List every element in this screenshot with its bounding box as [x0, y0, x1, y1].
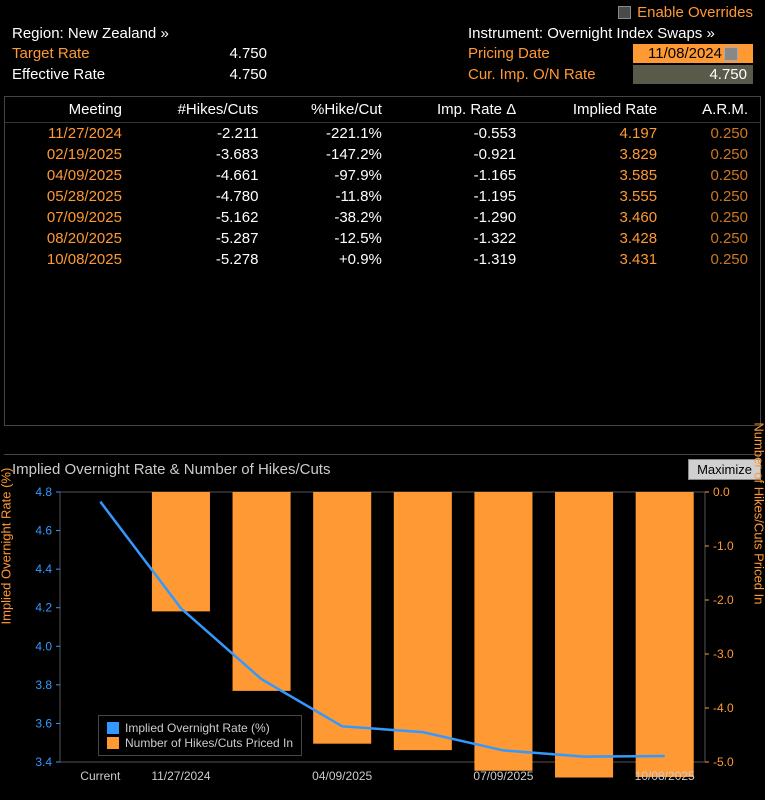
chevron-icon[interactable]: » — [160, 25, 168, 42]
svg-text:4.2: 4.2 — [35, 601, 52, 615]
table-column-header: Implied Rate — [528, 97, 669, 123]
table-row[interactable]: 07/09/2025-5.162-38.2%-1.2903.4600.250 — [5, 207, 760, 228]
svg-text:3.6: 3.6 — [35, 716, 52, 730]
svg-text:11/27/2024: 11/27/2024 — [151, 769, 210, 783]
table-column-header: #Hikes/Cuts — [134, 97, 270, 123]
cur-imp-label: Cur. Imp. O/N Rate — [468, 66, 633, 83]
legend-bar-label: Number of Hikes/Cuts Priced In — [125, 736, 293, 750]
maximize-button[interactable]: Maximize — [688, 459, 761, 480]
target-rate-value: 4.750 — [177, 45, 277, 62]
svg-text:-3.0: -3.0 — [713, 647, 734, 661]
instrument-label: Instrument: Overnight Index Swaps » — [468, 25, 753, 42]
table-row[interactable]: 04/09/2025-4.661-97.9%-1.1653.5850.250 — [5, 165, 760, 186]
table-column-header: A.R.M. — [669, 97, 760, 123]
legend-bar-swatch — [107, 737, 119, 749]
cur-imp-value: 4.750 — [633, 65, 753, 84]
svg-text:3.8: 3.8 — [35, 678, 52, 692]
chart-title: Implied Overnight Rate & Number of Hikes… — [12, 461, 330, 478]
pricing-date-input[interactable]: 11/08/2024 — [633, 44, 753, 63]
table-column-header: Meeting — [5, 97, 134, 123]
svg-text:07/09/2025: 07/09/2025 — [473, 769, 533, 783]
table-row[interactable]: 10/08/2025-5.278+0.9%-1.3193.4310.250 — [5, 249, 760, 270]
table-column-header: Imp. Rate Δ — [394, 97, 528, 123]
target-rate-label: Target Rate — [12, 45, 177, 62]
calendar-icon[interactable] — [724, 47, 738, 61]
svg-text:04/09/2025: 04/09/2025 — [312, 769, 372, 783]
table-column-header: %Hike/Cut — [270, 97, 393, 123]
enable-overrides-label: Enable Overrides — [637, 4, 753, 21]
svg-text:4.4: 4.4 — [35, 562, 52, 576]
svg-text:-2.0: -2.0 — [713, 593, 734, 607]
svg-text:0.0: 0.0 — [713, 485, 730, 499]
effective-rate-label: Effective Rate — [12, 66, 177, 83]
chevron-icon[interactable]: » — [706, 25, 714, 42]
svg-text:4.8: 4.8 — [35, 485, 52, 499]
effective-rate-value: 4.750 — [177, 66, 277, 83]
enable-overrides-checkbox[interactable] — [618, 6, 631, 19]
legend-line-swatch — [107, 722, 119, 734]
rates-table: Meeting#Hikes/Cuts%Hike/CutImp. Rate ΔIm… — [4, 96, 761, 426]
svg-text:10/08/2025: 10/08/2025 — [635, 769, 695, 783]
svg-text:-1.0: -1.0 — [713, 539, 734, 553]
svg-text:4.0: 4.0 — [35, 639, 52, 653]
svg-text:3.4: 3.4 — [35, 755, 52, 769]
chart-legend: Implied Overnight Rate (%) Number of Hik… — [98, 715, 302, 756]
pricing-date-label: Pricing Date — [468, 45, 633, 62]
table-row[interactable]: 08/20/2025-5.287-12.5%-1.3223.4280.250 — [5, 228, 760, 249]
table-row[interactable]: 05/28/2025-4.780-11.8%-1.1953.5550.250 — [5, 186, 760, 207]
region-label: Region: New Zealand » — [12, 25, 177, 42]
svg-text:4.6: 4.6 — [35, 524, 52, 538]
svg-text:Current: Current — [80, 769, 121, 783]
table-row[interactable]: 11/27/2024-2.211-221.1%-0.5534.1970.250 — [5, 123, 760, 145]
svg-text:-4.0: -4.0 — [713, 701, 734, 715]
table-row[interactable]: 02/19/2025-3.683-147.2%-0.9213.8290.250 — [5, 144, 760, 165]
legend-line-label: Implied Overnight Rate (%) — [125, 721, 270, 735]
svg-text:-5.0: -5.0 — [713, 755, 734, 769]
